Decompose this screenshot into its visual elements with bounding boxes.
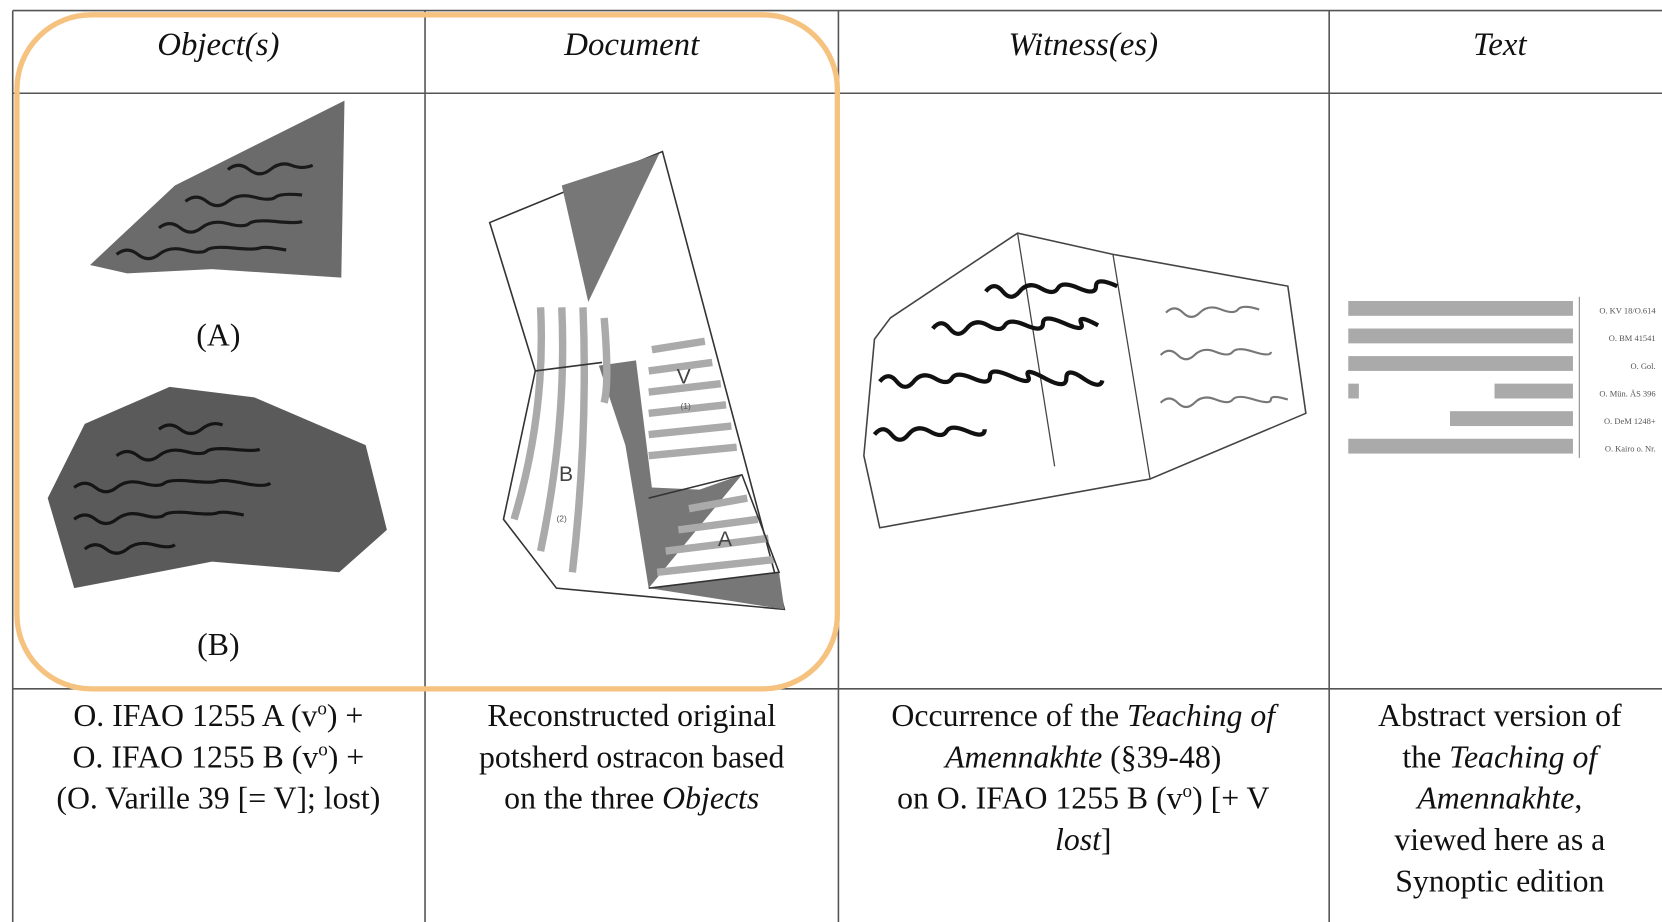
ostracon-b [47,386,387,589]
caption-run: O. IFAO 1255 B (v [72,739,318,774]
diagram-label: (1) [680,401,691,411]
caption-line: (O. Varille 39 [= V]; lost) [56,781,380,816]
diagram-label: A [718,528,733,551]
caption-run: , [1574,781,1582,816]
caption-run: ) + [328,739,364,774]
text-siglum: O. Gol. [1630,361,1655,371]
ostracon-a [90,100,345,278]
caption-line: viewed here as a [1394,822,1605,857]
caption-run: o [318,740,328,761]
text-siglum: O. Kairo o. Nr. [1605,443,1656,453]
caption-line: Amennakhte, [1415,781,1582,816]
caption-run: potsherd ostracon based [479,739,785,774]
caption-run: on O. IFAO 1255 B (v [897,781,1183,816]
column-header: Document [563,27,700,63]
object-label: (A) [196,317,240,352]
caption-line: O. IFAO 1255 A (vo) + [73,698,363,733]
caption-run: on the three [504,781,662,816]
column-header: Object(s) [157,27,279,63]
caption-run: Occurrence of the [891,698,1127,733]
caption-line: O. IFAO 1255 B (vo) + [72,739,364,774]
caption-line: on the three Objects [504,781,759,816]
caption-run: ) [+ V [1192,781,1269,816]
caption-run: Synoptic edition [1395,863,1604,898]
caption-run: viewed here as a [1394,822,1605,857]
caption-line: the Teaching of [1402,739,1601,774]
reconstruction-diagram [488,150,786,611]
caption-run: O. IFAO 1255 A (v [73,698,317,733]
object-label: (B) [197,627,239,662]
caption-line: Occurrence of the Teaching of [891,698,1279,733]
diagram-label: B [559,463,573,486]
caption-run: Amennakhte [1415,781,1574,816]
caption-run: ] [1101,822,1112,857]
caption-line: potsherd ostracon based [479,739,785,774]
captions: O. IFAO 1255 A (vo) +O. IFAO 1255 B (vo)… [56,698,1622,898]
caption-line: Synoptic edition [1395,863,1604,898]
caption-run: (§39-48) [1102,739,1221,774]
caption-run: ) + [327,698,363,733]
caption-run: Amennakhte [943,739,1102,774]
caption-run: lost [1055,822,1102,857]
caption-run: Abstract version of [1378,698,1622,733]
caption-line: Amennakhte (§39-48) [943,739,1221,774]
text-siglum: O. DeM 1248+ [1604,416,1656,426]
caption-line: on O. IFAO 1255 B (vo) [+ V [897,781,1269,816]
caption-run: Reconstructed original [487,698,776,733]
diagram-label: (2) [556,513,567,523]
diagram-label: V [677,366,692,389]
text-siglum: O. Mün. ÄS 396 [1599,388,1655,398]
text-siglum: O. BM 41541 [1609,333,1656,343]
caption-run: Teaching of [1127,698,1279,733]
caption-line: Abstract version of [1378,698,1622,733]
caption-line: lost] [1055,822,1112,857]
caption-run: (O. Varille 39 [= V]; lost) [56,781,380,816]
text-siglum: O. KV 18/O.614 [1599,306,1656,316]
caption-run: Objects [662,781,759,816]
highlight-frame [14,12,841,692]
caption-run: o [1183,781,1193,802]
caption-run: the [1402,739,1449,774]
column-header: Witness(es) [1008,27,1158,63]
column-header: Text [1473,27,1527,63]
synoptic-text [1348,296,1580,458]
caption-run: o [317,698,327,719]
caption-line: Reconstructed original [487,698,776,733]
witness-facsimile [863,232,1307,529]
caption-run: Teaching of [1449,739,1601,774]
